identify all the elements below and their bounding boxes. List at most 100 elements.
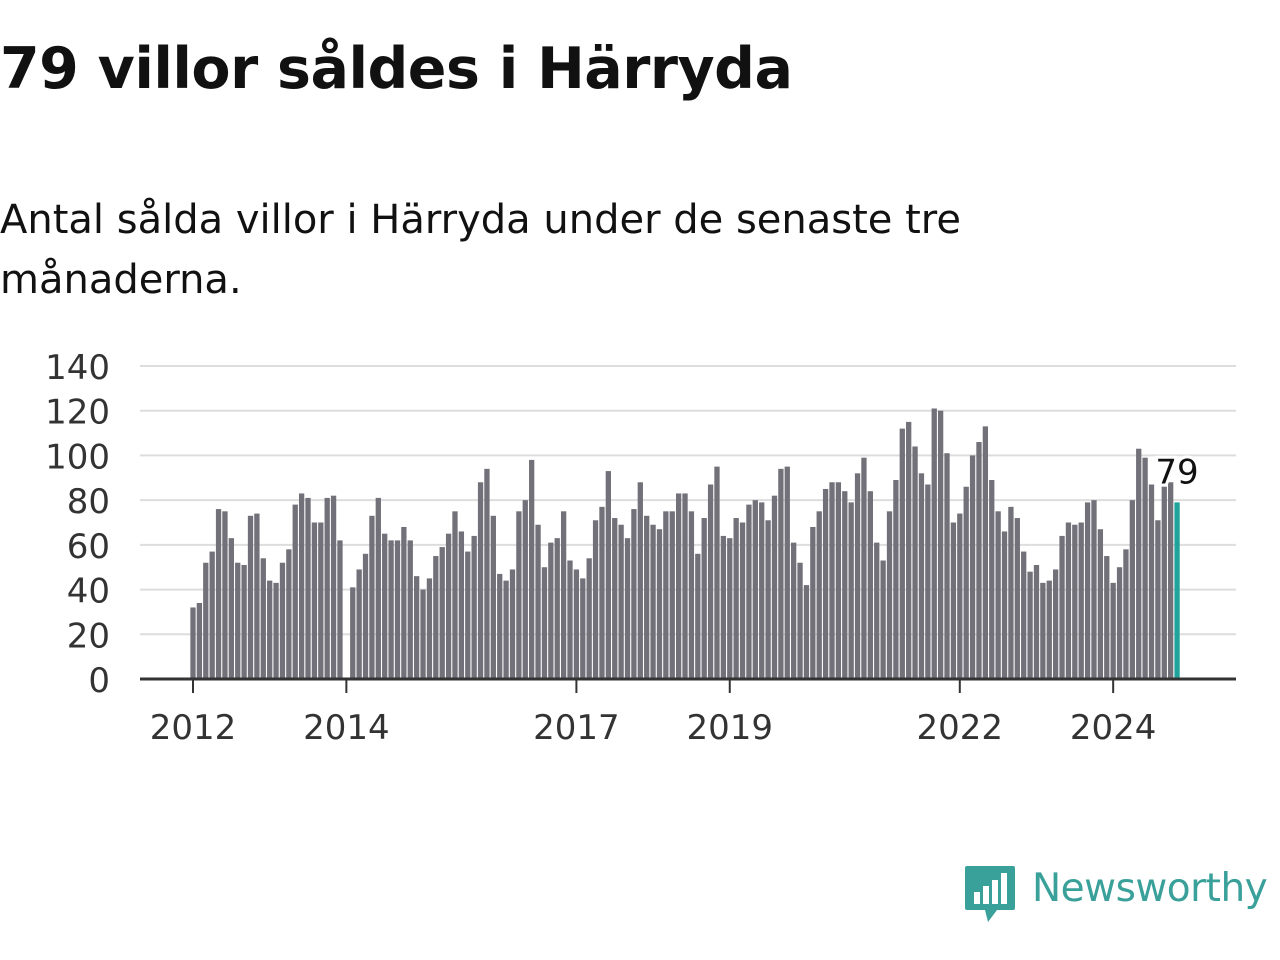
bar: [822, 488, 829, 679]
bar: [228, 538, 234, 679]
bar: [631, 509, 637, 679]
y-tick-label: 120: [45, 393, 110, 433]
bar: [1161, 486, 1167, 679]
bar: [592, 520, 599, 679]
bar: [279, 562, 286, 679]
bar: [196, 602, 203, 679]
bar: [337, 540, 343, 679]
bar: [203, 562, 209, 679]
bar: [414, 576, 420, 679]
bar: [382, 533, 388, 679]
bar: [247, 515, 254, 679]
y-tick-label: 140: [45, 348, 110, 388]
bar: [778, 468, 784, 679]
x-tick-label: 2024: [1070, 708, 1157, 748]
bar: [688, 511, 695, 679]
bar: [1104, 556, 1110, 679]
bar: [599, 506, 605, 679]
brand-logo[interactable]: Newsworthy: [964, 864, 1280, 928]
bar: [727, 538, 733, 679]
bar: [401, 526, 407, 679]
bar: [637, 482, 643, 679]
bar: [580, 578, 586, 679]
bar: [490, 515, 496, 679]
bar: [899, 428, 905, 679]
bar: [235, 562, 241, 679]
bar: [241, 564, 247, 679]
bar: [318, 522, 324, 679]
bar: [356, 569, 362, 679]
bar: [560, 511, 567, 679]
bar: [784, 466, 790, 679]
x-tick-label: 2022: [917, 708, 1004, 748]
bar: [586, 558, 592, 679]
page-title: 79 villor såldes i Härryda: [0, 36, 793, 102]
bar: [937, 410, 944, 679]
bar: [918, 473, 925, 679]
bar: [1053, 569, 1059, 679]
y-tick-label: 0: [88, 661, 110, 701]
bar: [311, 522, 318, 679]
bar: [573, 569, 580, 679]
bar: [369, 515, 375, 679]
bar: [739, 522, 746, 679]
y-tick-label: 60: [67, 527, 110, 567]
bar: [1014, 518, 1020, 679]
bar: [886, 511, 893, 679]
bar: [388, 540, 394, 679]
bar: [1046, 580, 1052, 679]
bar: [292, 504, 298, 679]
bar: [1091, 500, 1097, 679]
bar: [1155, 520, 1161, 679]
bar: [842, 491, 848, 679]
y-tick-label: 20: [67, 616, 110, 656]
bar-latest: [1174, 502, 1180, 679]
bar: [548, 542, 554, 679]
bar: [407, 540, 413, 679]
bar: [675, 493, 682, 679]
bar: [394, 540, 401, 679]
bar: [746, 504, 752, 679]
brand-name: Newsworthy: [1032, 866, 1268, 911]
bar: [1148, 484, 1155, 679]
bar: [720, 535, 727, 679]
bar: [835, 482, 842, 679]
bar: [305, 497, 311, 679]
bar: [791, 542, 797, 679]
bar: [963, 486, 969, 679]
bar: [618, 524, 624, 679]
bar: [752, 500, 758, 679]
bar: [714, 466, 720, 679]
bar: [465, 551, 471, 679]
bar: [471, 535, 477, 679]
bar: [190, 607, 196, 679]
bar: [995, 511, 1001, 679]
bar: [535, 524, 541, 679]
bar: [324, 497, 330, 679]
bar: [477, 482, 484, 679]
x-tick-label: 2012: [150, 708, 237, 748]
bar: [516, 511, 522, 679]
bar: [375, 497, 381, 679]
bar: [541, 567, 548, 679]
bar: [298, 493, 305, 679]
bar: [612, 518, 618, 679]
x-tick-label: 2014: [303, 708, 390, 748]
bar: [554, 538, 560, 679]
bar: [1084, 502, 1091, 679]
newsworthy-logo-icon: [965, 866, 1015, 922]
bar: [209, 551, 215, 679]
bar: [650, 524, 656, 679]
bar: [605, 471, 611, 679]
bar: [267, 580, 273, 679]
bar: [433, 556, 439, 679]
bar: [426, 578, 433, 679]
bar: [215, 509, 222, 679]
bar: [976, 442, 982, 679]
bar: [969, 455, 976, 679]
bar: [816, 511, 822, 679]
chart-subtitle: Antal sålda villor i Härryda under de se…: [0, 197, 961, 303]
bar: [330, 495, 337, 679]
y-tick-label: 100: [45, 437, 110, 477]
